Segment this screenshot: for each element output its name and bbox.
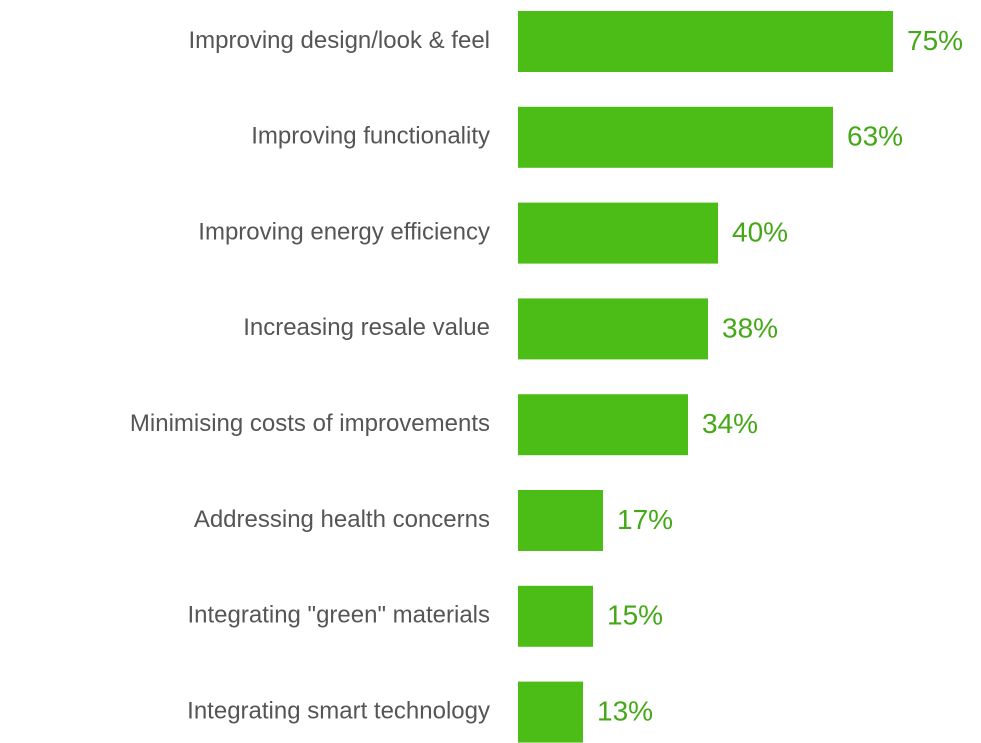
bar	[518, 490, 603, 551]
value-label: 40%	[732, 216, 788, 247]
value-label: 34%	[702, 408, 758, 439]
category-label: Improving energy efficiency	[198, 218, 490, 245]
value-label: 63%	[847, 121, 903, 152]
category-label: Integrating "green" materials	[187, 602, 490, 629]
bar	[518, 394, 688, 456]
value-label: 38%	[722, 312, 778, 343]
value-label: 13%	[597, 695, 653, 726]
category-label: Minimising costs of improvements	[130, 410, 490, 437]
category-label: Integrating smart technology	[187, 697, 490, 724]
bar	[518, 11, 893, 72]
category-label: Improving design/look & feel	[189, 27, 491, 54]
value-label: 75%	[907, 25, 963, 56]
bar	[518, 298, 708, 360]
category-label: Addressing health concerns	[194, 506, 490, 533]
category-label: Improving functionality	[251, 123, 490, 150]
bar	[518, 202, 718, 264]
value-label: 15%	[607, 600, 663, 631]
value-label: 17%	[617, 504, 673, 535]
bar	[518, 106, 833, 168]
bar	[518, 585, 593, 647]
bar	[518, 681, 583, 743]
category-label: Increasing resale value	[243, 314, 490, 341]
